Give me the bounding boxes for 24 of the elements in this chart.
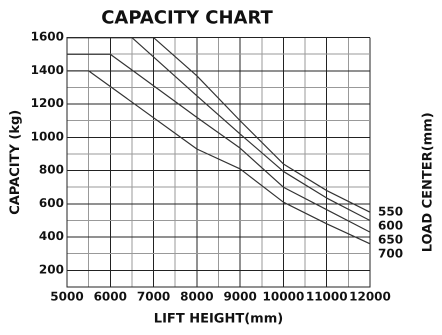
- x-tick-label: 8000: [180, 289, 214, 304]
- y-tick-label: 1200: [30, 96, 64, 110]
- x-tick-label: 5000: [50, 289, 84, 304]
- x-tick-label: 10000: [262, 289, 304, 304]
- y-tick-label: 1000: [30, 129, 64, 144]
- x-tick-label: 9000: [223, 289, 257, 304]
- series-label: 700: [378, 246, 404, 260]
- legend-title: LOAD CENTER(mm): [420, 112, 436, 252]
- y-tick-label: 1400: [30, 62, 64, 77]
- series-label: 550: [378, 204, 404, 218]
- x-tick-label: 12000: [349, 289, 391, 304]
- y-tick-label: 600: [38, 196, 64, 210]
- y-axis-title: CAPACITY (kg): [8, 110, 24, 215]
- y-tick-label: 1600: [30, 30, 64, 44]
- x-tick-label: 6000: [94, 289, 127, 304]
- x-tick-label: 7000: [136, 289, 170, 304]
- y-tick-label: 800: [38, 162, 64, 177]
- y-tick-label: 400: [38, 229, 64, 244]
- y-tick-label: 200: [38, 262, 64, 276]
- x-tick-label: 11000: [306, 289, 348, 304]
- series-label: 650: [378, 232, 404, 246]
- chart-title: CAPACITY CHART: [101, 7, 274, 28]
- series-label: 600: [378, 218, 404, 232]
- x-axis-title: LIFT HEIGHT(mm): [154, 312, 284, 327]
